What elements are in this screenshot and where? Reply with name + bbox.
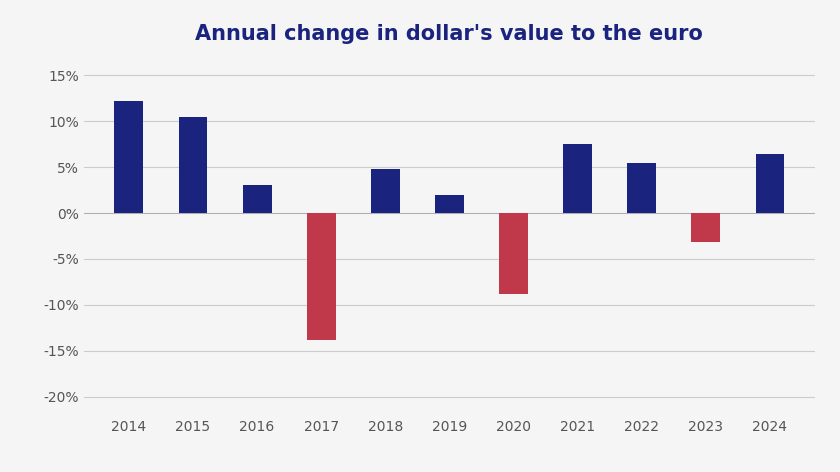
Bar	[243, 185, 271, 213]
Bar	[307, 213, 336, 340]
Bar	[563, 144, 592, 213]
Bar	[755, 154, 785, 213]
Bar	[114, 101, 144, 213]
Bar	[691, 213, 720, 243]
Bar	[371, 169, 400, 213]
Bar	[499, 213, 528, 294]
Title: Annual change in dollar's value to the euro: Annual change in dollar's value to the e…	[196, 24, 703, 44]
Bar	[627, 163, 656, 213]
Bar	[179, 118, 207, 213]
Bar	[435, 194, 464, 213]
